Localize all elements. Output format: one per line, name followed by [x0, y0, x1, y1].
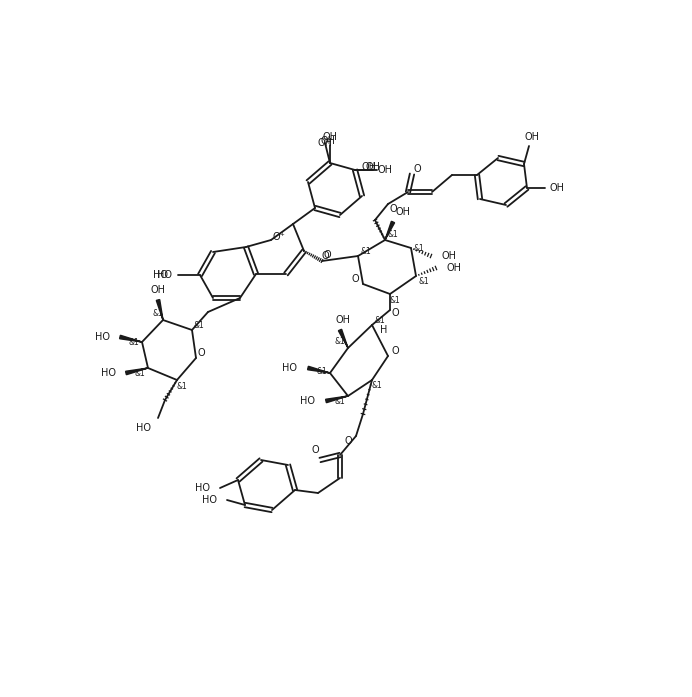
- Text: &1: &1: [153, 309, 163, 318]
- Text: O⁺: O⁺: [273, 232, 285, 242]
- Text: HO: HO: [194, 483, 210, 493]
- Text: O: O: [321, 251, 329, 261]
- Text: HO: HO: [95, 332, 109, 342]
- Text: H: H: [381, 325, 388, 335]
- Text: HO: HO: [300, 396, 316, 406]
- Polygon shape: [156, 300, 163, 320]
- Text: OH: OH: [318, 138, 332, 148]
- Text: &1: &1: [374, 316, 385, 325]
- Text: &1: &1: [135, 369, 145, 378]
- Text: OH: OH: [365, 162, 381, 172]
- Text: OH: OH: [361, 162, 376, 172]
- Polygon shape: [120, 335, 142, 342]
- Text: OH: OH: [446, 263, 462, 273]
- Polygon shape: [308, 367, 330, 373]
- Polygon shape: [338, 329, 348, 348]
- Text: OH: OH: [150, 285, 165, 295]
- Text: O: O: [391, 346, 399, 356]
- Text: HO: HO: [282, 363, 298, 373]
- Text: &1: &1: [372, 381, 383, 390]
- Text: O: O: [413, 164, 421, 174]
- Text: &1: &1: [419, 277, 429, 286]
- Text: &1: &1: [390, 296, 401, 305]
- Text: &1: &1: [388, 229, 399, 238]
- Text: HO: HO: [152, 270, 167, 280]
- Text: &1: &1: [317, 367, 327, 376]
- Text: HO: HO: [100, 368, 116, 378]
- Text: OH: OH: [396, 207, 410, 217]
- Text: HO: HO: [136, 423, 150, 433]
- Text: O: O: [344, 436, 352, 446]
- Text: &1: &1: [194, 321, 204, 330]
- Text: &1: &1: [335, 337, 345, 346]
- Text: OH: OH: [336, 315, 351, 325]
- Text: OH: OH: [525, 132, 540, 142]
- Text: &1: &1: [335, 397, 345, 406]
- Text: O: O: [391, 308, 399, 318]
- Text: &1: &1: [361, 247, 372, 256]
- Text: O: O: [323, 250, 331, 260]
- Text: &1: &1: [176, 381, 188, 390]
- Text: O: O: [351, 274, 359, 284]
- Polygon shape: [326, 396, 348, 403]
- Text: &1: &1: [414, 243, 424, 252]
- Text: OH: OH: [378, 165, 392, 175]
- Text: OH: OH: [322, 132, 338, 142]
- Polygon shape: [126, 368, 148, 375]
- Text: O: O: [389, 204, 397, 214]
- Text: OH: OH: [320, 136, 336, 146]
- Text: &1: &1: [129, 337, 139, 346]
- Text: HO: HO: [201, 495, 217, 505]
- Text: HO: HO: [156, 270, 172, 280]
- Text: O: O: [197, 348, 205, 358]
- Polygon shape: [385, 221, 394, 240]
- Text: OH: OH: [441, 251, 457, 261]
- Text: O: O: [311, 445, 319, 455]
- Text: OH: OH: [549, 183, 565, 193]
